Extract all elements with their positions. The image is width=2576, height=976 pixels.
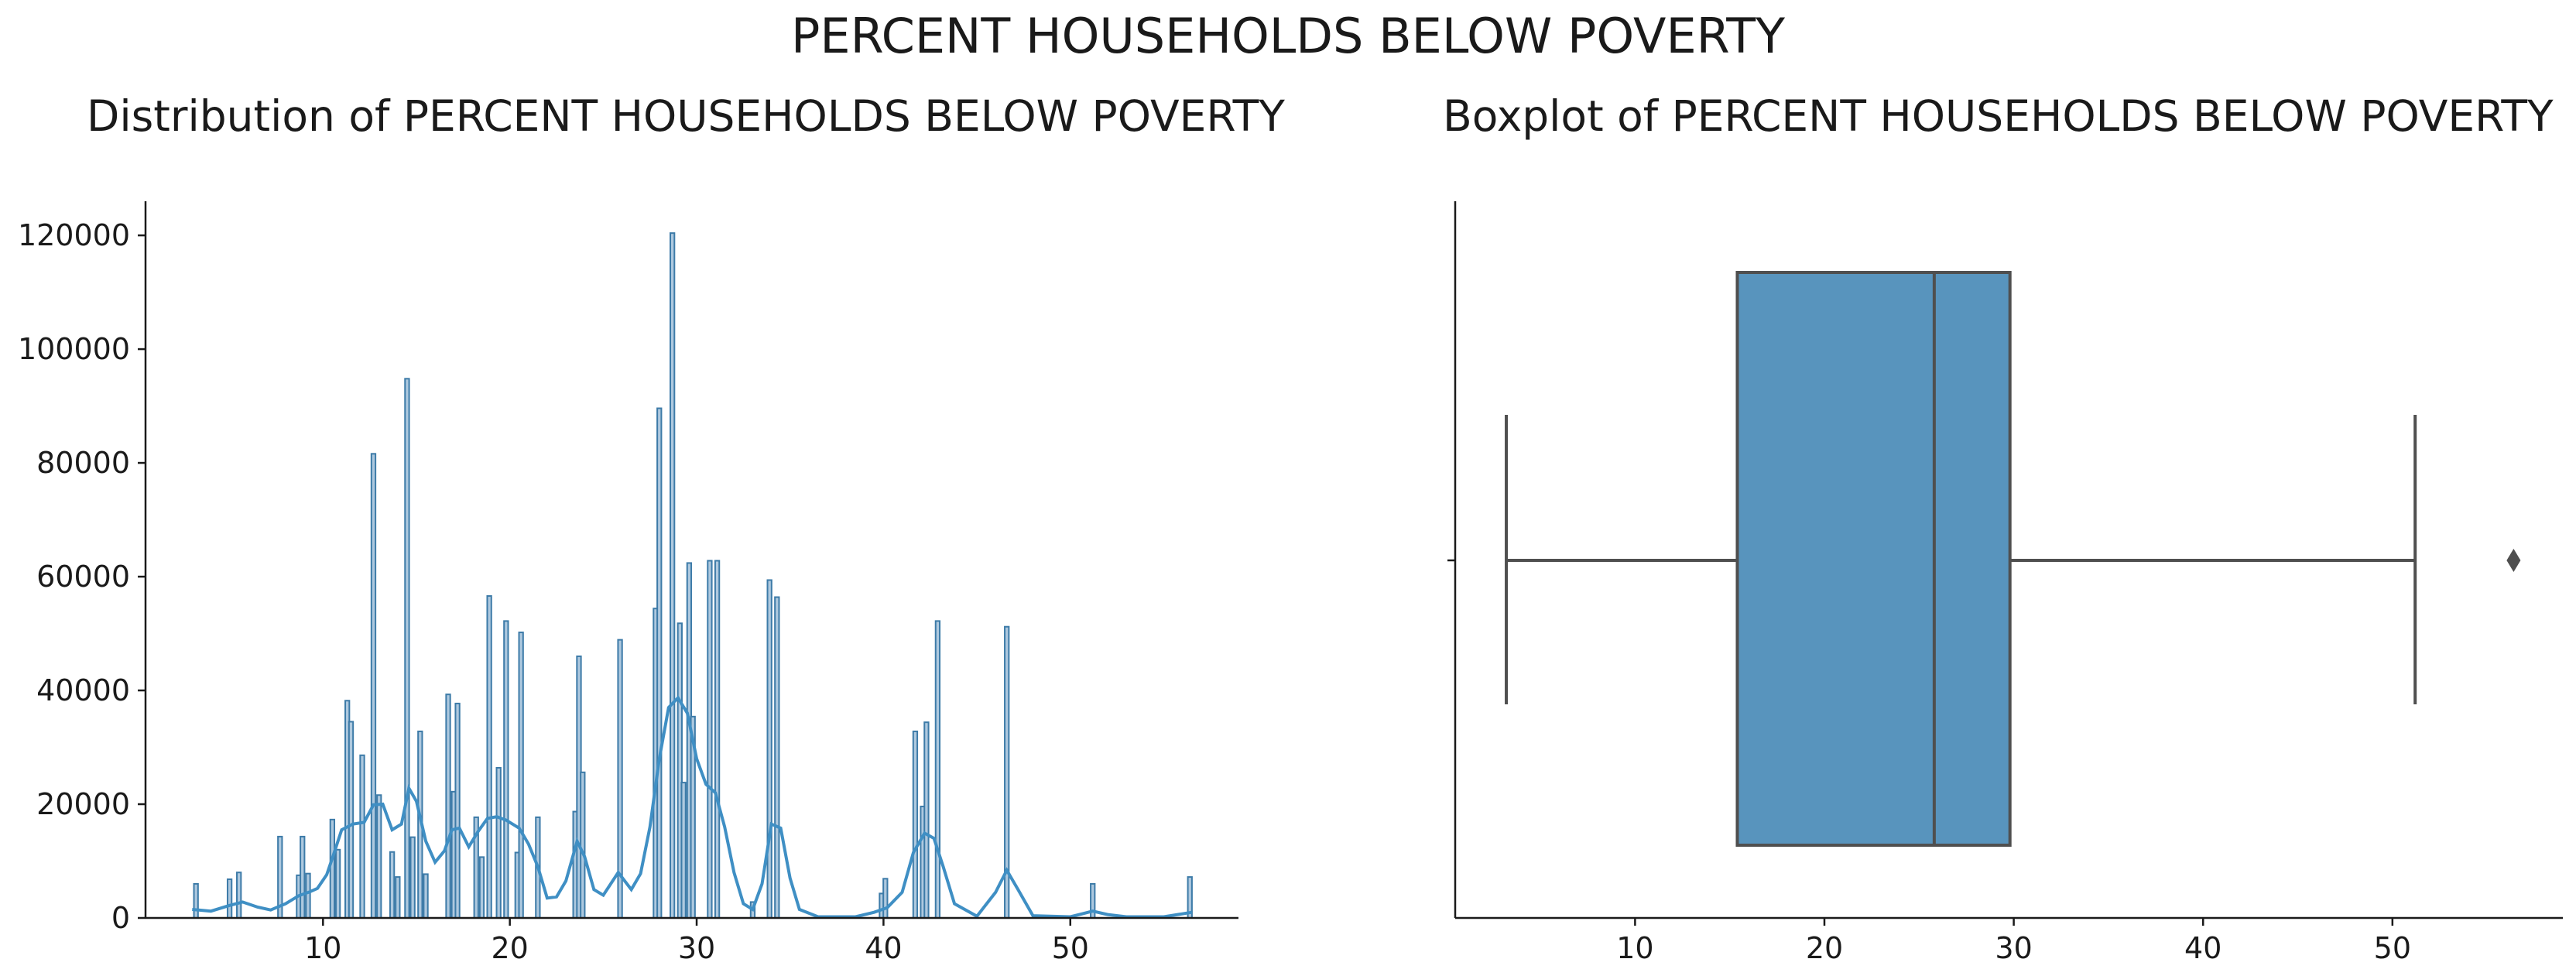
interquartile-box: [1735, 271, 2012, 847]
boxplot-x-tick-label: 30: [1995, 931, 2032, 965]
histogram-bar-49: [912, 730, 919, 919]
histogram-bar-22: [454, 702, 461, 919]
histogram-bar-33: [580, 771, 586, 919]
histogram-y-tick-label: 60000: [36, 560, 130, 594]
histogram-bar-46: [774, 596, 780, 919]
histogram-bar-51: [923, 721, 930, 919]
histogram-y-tick-label: 100000: [18, 332, 130, 366]
histogram-bar-1: [226, 878, 233, 919]
histogram-chart: 0 20000 40000 60000 80000 100000 120000 10 20 30 4…: [18, 201, 1238, 965]
histogram-bar-45: [766, 579, 772, 919]
histogram-bar-17: [409, 836, 416, 919]
histogram-bar-8: [334, 848, 341, 919]
histogram-x-tick-label: 20: [491, 931, 528, 965]
histogram-bar-0: [193, 882, 199, 919]
boxplot-title: Boxplot of PERCENT HOUSEHOLDS BELOW POVE…: [1443, 91, 2554, 141]
histogram-bar-52: [934, 620, 941, 919]
histogram-bar-37: [670, 232, 676, 919]
histogram-y-tick-label: 80000: [36, 446, 130, 480]
boxplot-x-tick-label: 20: [1806, 931, 1843, 965]
histogram-x-tick-label: 30: [678, 931, 715, 965]
histogram-bar-11: [359, 754, 365, 919]
histogram-bar-12: [370, 453, 377, 919]
histogram-bar-13: [376, 794, 382, 919]
histogram-bar-36: [656, 407, 663, 919]
histogram-bar-15: [395, 876, 401, 919]
histogram-bar-29: [518, 632, 524, 919]
histogram-x-tick-label: 50: [1052, 931, 1089, 965]
histogram-bar-14: [389, 851, 396, 919]
histogram-bar-39: [680, 782, 687, 919]
boxplot-x-tick-label: 40: [2184, 931, 2221, 965]
histogram-bar-19: [423, 873, 429, 919]
histogram-bar-43: [714, 560, 721, 919]
histogram-bar-10: [348, 721, 355, 919]
histogram-bar-5: [300, 835, 306, 919]
histogram-bar-48: [882, 878, 889, 919]
histogram-bar-2: [236, 872, 242, 919]
histogram-x-tick-label: 10: [304, 931, 341, 965]
histogram-x-tick-label: 40: [865, 931, 902, 965]
histogram-y-tick-label: 20000: [36, 787, 130, 821]
histogram-bar-25: [486, 595, 492, 919]
boxplot-x-tick-label: 10: [1616, 931, 1653, 965]
figure-title: PERCENT HOUSEHOLDS BELOW POVERTY: [791, 8, 1785, 64]
histogram-y-tick-label: 0: [111, 901, 130, 935]
kde-line: [192, 695, 1193, 919]
histogram-title: Distribution of PERCENT HOUSEHOLDS BELOW…: [87, 91, 1285, 141]
histogram-y-tick-label: 40000: [36, 673, 130, 707]
histogram-bar-16: [404, 378, 410, 919]
histogram-bar-27: [503, 620, 509, 919]
histogram-bar-26: [495, 766, 502, 919]
boxplot-chart: 10 20 30 40 50: [1447, 201, 2563, 965]
boxplot-x-tick-label: 50: [2374, 931, 2411, 965]
histogram-bar-7: [329, 818, 336, 919]
histogram-y-tick-label: 120000: [18, 218, 130, 252]
histogram-bar-20: [445, 693, 451, 919]
histogram-bar-24: [478, 856, 485, 919]
histogram-bar-6: [305, 872, 311, 919]
outlier-point: [2506, 549, 2521, 572]
histogram-bar-42: [707, 560, 713, 919]
